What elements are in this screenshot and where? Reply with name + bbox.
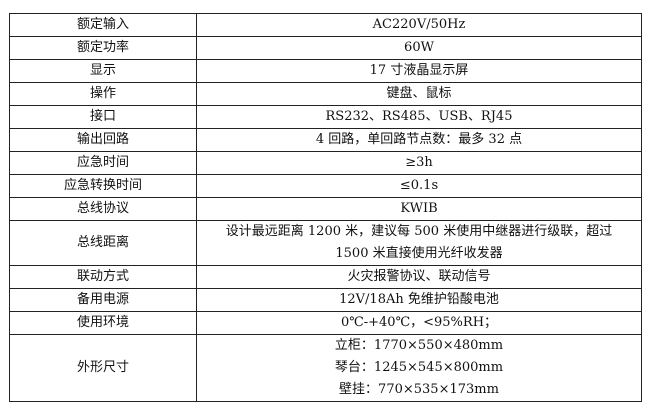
spec-value: 17 寸液晶显示屏 <box>196 59 642 83</box>
spec-label: 额定输入 <box>9 13 197 37</box>
spec-value-line: 60W <box>404 40 434 55</box>
table-row: 总线协议 KWIB <box>9 197 642 221</box>
table-row: 额定功率 60W <box>9 36 642 60</box>
spec-value-line: 17 寸液晶显示屏 <box>369 63 469 78</box>
spec-value: AC220V/50Hz <box>196 13 642 37</box>
spec-value-line: AC220V/50Hz <box>372 17 466 32</box>
spec-value-line: KWIB <box>400 201 438 216</box>
spec-value: RS232、RS485、USB、RJ45 <box>196 105 642 129</box>
spec-label: 显示 <box>9 59 197 83</box>
spec-value: 4 回路，单回路节点数：最多 32 点 <box>196 128 642 152</box>
spec-value: ≤0.1s <box>196 174 642 198</box>
table-row: 额定输入 AC220V/50Hz <box>9 13 642 37</box>
spec-value-line: 键盘、鼠标 <box>386 86 452 101</box>
spec-label: 额定功率 <box>9 36 197 60</box>
spec-label: 接口 <box>9 105 197 129</box>
spec-value-line: 壁挂：770×535×173mm <box>339 382 499 397</box>
table-row: 总线距离 设计最远距离 1200 米，建议每 500 米使用中继器进行级联，超过 1… <box>9 220 642 266</box>
spec-label: 总线协议 <box>9 197 197 221</box>
spec-label: 备用电源 <box>9 288 197 312</box>
spec-value-line: 4 回路，单回路节点数：最多 32 点 <box>315 132 523 147</box>
spec-value: 火灾报警协议、联动信号 <box>196 265 642 289</box>
spec-value-line: 0℃-+40℃，<95%RH； <box>340 315 498 330</box>
table-row: 输出回路 4 回路，单回路节点数：最多 32 点 <box>9 128 642 152</box>
spec-value: 12V/18Ah 免维护铅酸电池 <box>196 288 642 312</box>
spec-value: 立柜：1770×550×480mm 琴台：1245×545×800mm 壁挂：770… <box>196 334 642 402</box>
spec-value: 设计最远距离 1200 米，建议每 500 米使用中继器进行级联，超过 1500 … <box>196 220 642 266</box>
spec-value-line: 1500 米直接使用光纤收发器 <box>335 246 503 261</box>
spec-value-line: RS232、RS485、USB、RJ45 <box>325 109 513 124</box>
table-row: 备用电源 12V/18Ah 免维护铅酸电池 <box>9 288 642 312</box>
spec-label: 应急转换时间 <box>9 174 197 198</box>
spec-value-line: 火灾报警协议、联动信号 <box>347 269 491 284</box>
table-row: 应急时间 ≥3h <box>9 151 642 175</box>
spec-value-line: ≤0.1s <box>399 178 439 193</box>
spec-label: 外形尺寸 <box>9 334 197 402</box>
spec-table: 额定输入 AC220V/50Hz 额定功率 60W 显示 17 寸液晶显示屏操作 键盘、鼠标… <box>9 13 642 402</box>
spec-value-line: 设计最远距离 1200 米，建议每 500 米使用中继器进行级联，超过 <box>225 224 613 239</box>
spec-label: 输出回路 <box>9 128 197 152</box>
table-row: 外形尺寸 立柜：1770×550×480mm 琴台：1245×545×800mm 壁挂… <box>9 334 642 402</box>
table-row: 使用环境 0℃-+40℃，<95%RH； <box>9 311 642 335</box>
spec-label: 操作 <box>9 82 197 106</box>
spec-value: 0℃-+40℃，<95%RH； <box>196 311 642 335</box>
spec-label: 联动方式 <box>9 265 197 289</box>
spec-value-line: 琴台：1245×545×800mm <box>334 360 504 375</box>
spec-label: 应急时间 <box>9 151 197 175</box>
table-row: 接口 RS232、RS485、USB、RJ45 <box>9 105 642 129</box>
spec-value: 键盘、鼠标 <box>196 82 642 106</box>
spec-value: ≥3h <box>196 151 642 175</box>
table-row: 联动方式 火灾报警协议、联动信号 <box>9 265 642 289</box>
table-row: 操作 键盘、鼠标 <box>9 82 642 106</box>
table-row: 显示 17 寸液晶显示屏 <box>9 59 642 83</box>
spec-label: 总线距离 <box>9 220 197 266</box>
spec-label: 使用环境 <box>9 311 197 335</box>
table-row: 应急转换时间 ≤0.1s <box>9 174 642 198</box>
spec-value-line: 立柜：1770×550×480mm <box>334 338 504 353</box>
spec-value-line: ≥3h <box>405 155 433 170</box>
spec-value-line: 12V/18Ah 免维护铅酸电池 <box>339 292 499 307</box>
spec-value: KWIB <box>196 197 642 221</box>
spec-value: 60W <box>196 36 642 60</box>
